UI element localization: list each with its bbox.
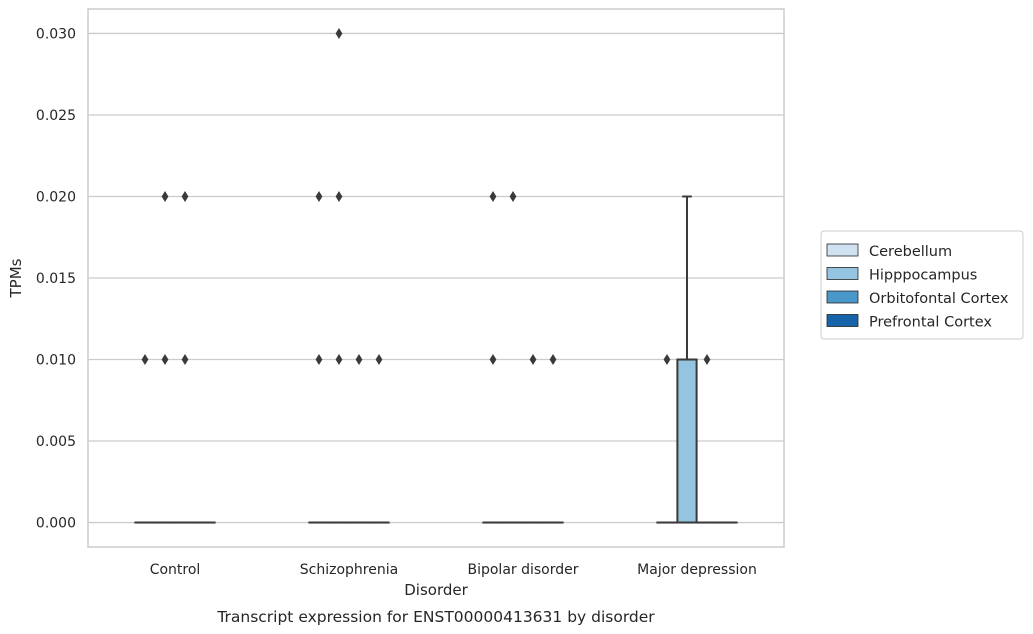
y-axis-ticks: 0.000 0.005 0.010 0.015 0.020 0.025 0.030 — [36, 26, 76, 531]
gridlines — [88, 32, 784, 524]
outlier-point — [489, 190, 497, 202]
outlier-point — [355, 354, 363, 366]
legend-swatch — [826, 290, 859, 304]
outlier-point — [529, 354, 537, 366]
x-axis-title: Disorder — [404, 581, 468, 599]
legend-label: Orbitofontal Cortex — [869, 291, 1009, 307]
legend-swatch — [826, 267, 859, 280]
outlier-point — [315, 190, 323, 202]
plot-area-frame — [87, 8, 785, 548]
box-series — [134, 27, 738, 524]
outlier-point — [663, 354, 671, 366]
outlier-point — [161, 354, 169, 366]
x-tick-label: Bipolar disorder — [467, 562, 578, 578]
outlier-point — [549, 354, 557, 366]
legend-label: Cerebellum — [869, 244, 952, 260]
x-tick-label: Major depression — [637, 562, 757, 578]
x-tick-label: Control — [150, 562, 201, 578]
y-tick-label: 0.005 — [36, 434, 76, 450]
chart-caption: Transcript expression for ENST0000041363… — [216, 608, 655, 626]
outlier-point — [509, 190, 517, 202]
y-axis-title: TPMs — [7, 258, 25, 298]
y-tick-label: 0.010 — [36, 353, 76, 369]
outlier-point — [375, 354, 383, 366]
y-tick-label: 0.020 — [36, 189, 76, 205]
outlier-point — [181, 354, 189, 366]
x-tick-label: Schizophrenia — [300, 562, 398, 578]
legend-swatch — [826, 314, 859, 327]
outlier-point — [335, 190, 343, 202]
outlier-point — [335, 27, 343, 39]
outlier-point — [703, 354, 711, 366]
legend-label: Prefrontal Cortex — [869, 315, 992, 331]
y-tick-label: 0.000 — [36, 516, 76, 532]
legend: Cerebellum Hipppocampus Orbitofontal Corte… — [820, 230, 1024, 340]
box — [676, 358, 698, 524]
outlier-point — [161, 190, 169, 202]
outlier-point — [141, 354, 149, 366]
x-axis-ticks: Control Schizophrenia Bipolar disorder Majo… — [150, 562, 757, 578]
y-tick-label: 0.030 — [36, 26, 76, 42]
legend-frame — [820, 230, 1024, 340]
outlier-point — [489, 354, 497, 366]
legend-swatch — [826, 243, 859, 257]
outlier-point — [315, 354, 323, 366]
legend-label: Hipppocampus — [869, 268, 977, 284]
outlier-point — [181, 190, 189, 202]
y-tick-label: 0.025 — [36, 108, 76, 124]
outlier-point — [335, 354, 343, 366]
y-tick-label: 0.015 — [36, 271, 76, 287]
